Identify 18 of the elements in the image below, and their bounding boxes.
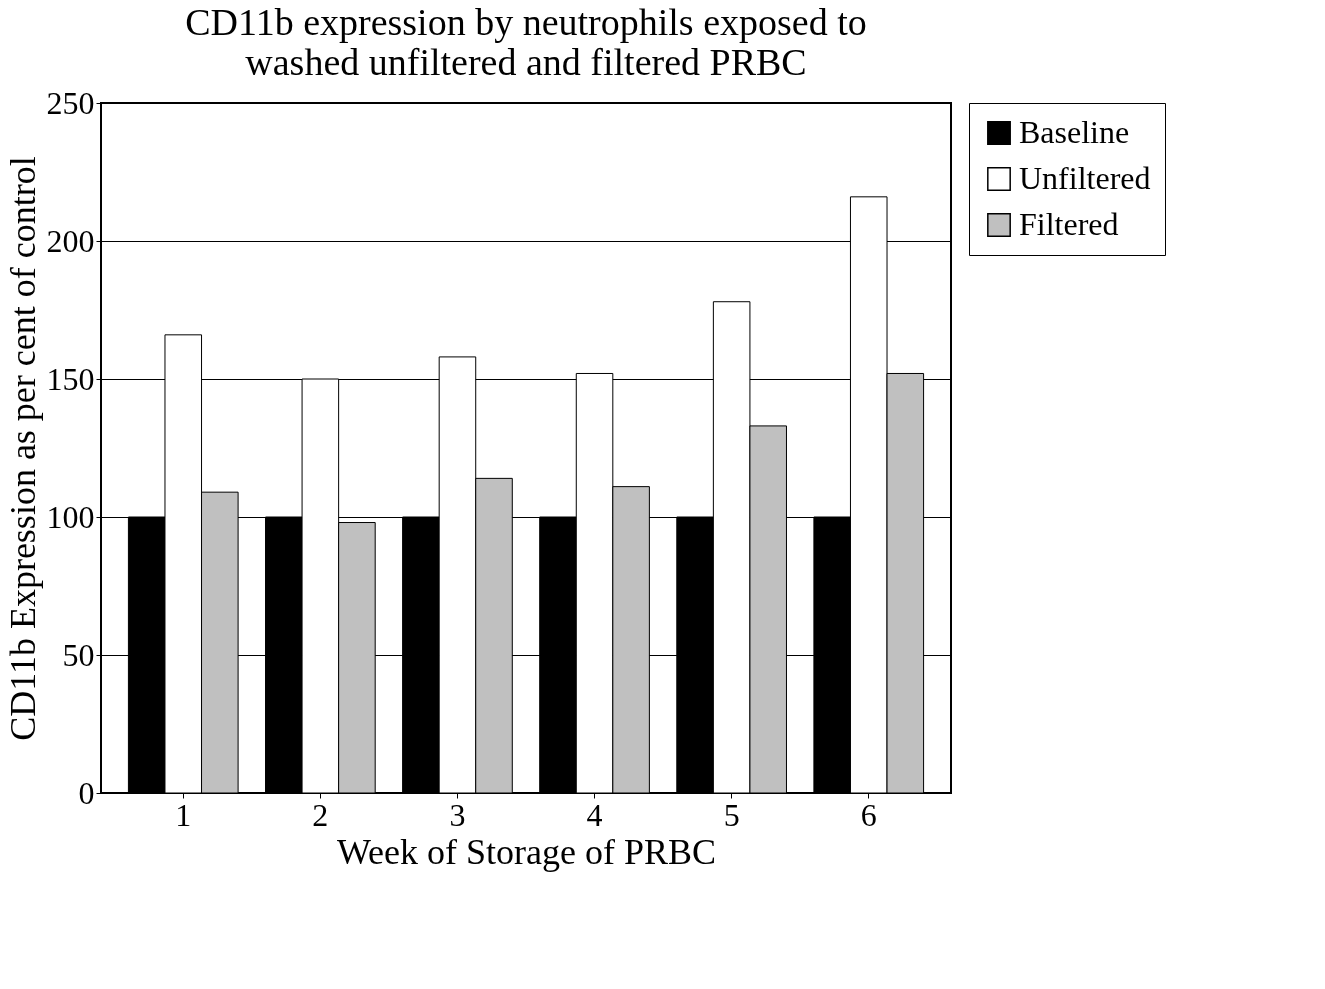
x-tick-label: 2 — [312, 796, 329, 833]
legend-label: Unfiltered — [1019, 160, 1151, 196]
y-tick-label: 0 — [78, 774, 95, 811]
y-tick-label: 250 — [46, 84, 95, 121]
text: CD11b expression by neutrophils exposed to — [185, 1, 867, 43]
x-tick-label: 5 — [723, 796, 740, 833]
y-tick-label: 200 — [46, 222, 95, 259]
y-tick-label: 150 — [46, 360, 95, 397]
x-tick-label: 3 — [449, 796, 466, 833]
x-tick-label: 4 — [586, 796, 603, 833]
x-tick-label: 1 — [175, 796, 192, 833]
x-tick-label: 6 — [860, 796, 877, 833]
legend-label: Filtered — [1019, 206, 1119, 242]
legend-label: Baseline — [1019, 114, 1130, 150]
x-axis-title: Week of Storage of PRBC — [336, 831, 717, 872]
y-axis-title: CD11b Expression as per cent of control — [2, 156, 43, 741]
y-tick-label: 50 — [62, 636, 95, 673]
y-tick-label: 100 — [46, 498, 95, 535]
